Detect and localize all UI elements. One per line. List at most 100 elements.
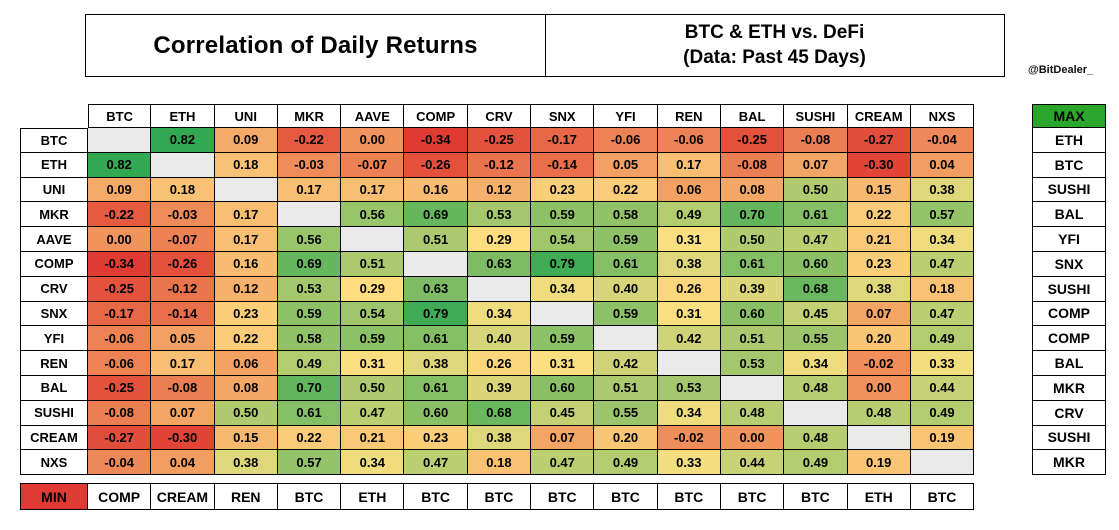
- min-cell-comp: BTC: [404, 483, 468, 510]
- matrix-cell-cream-comp: 0.23: [404, 425, 468, 451]
- col-header-aave: AAVE: [341, 104, 405, 128]
- min-cell-crv: BTC: [467, 483, 532, 510]
- subtitle-line2: (Data: Past 45 Days): [683, 46, 866, 68]
- row-header-aave: AAVE: [20, 227, 88, 252]
- matrix-cell-sushi-bal: 0.48: [720, 400, 785, 426]
- diagonal-cell: [847, 425, 911, 451]
- diagonal-cell: [277, 202, 342, 228]
- matrix-cell-bal-crv: 0.39: [467, 375, 532, 401]
- attribution: @BitDealer_: [1028, 64, 1094, 76]
- matrix-cell-yfi-nxs: 0.49: [910, 326, 975, 352]
- matrix-cell-eth-ren: 0.17: [657, 152, 721, 178]
- matrix-cell-ren-aave: 0.31: [341, 351, 405, 376]
- diagonal-cell: [720, 375, 785, 401]
- matrix-cell-sushi-cream: 0.48: [847, 400, 911, 426]
- matrix-cell-bal-nxs: 0.44: [910, 375, 975, 401]
- max-cell-nxs: MKR: [1032, 450, 1106, 476]
- matrix-cell-ren-crv: 0.26: [467, 351, 532, 376]
- matrix-cell-eth-mkr: -0.03: [277, 152, 342, 178]
- matrix-cell-yfi-aave: 0.59: [341, 326, 405, 352]
- matrix-cell-crv-btc: -0.25: [88, 276, 152, 302]
- matrix-cell-uni-bal: 0.08: [720, 177, 785, 203]
- diagonal-cell: [151, 152, 215, 178]
- subtitle-line1: BTC & ETH vs. DeFi: [684, 21, 865, 43]
- col-header-nxs: NXS: [910, 104, 975, 128]
- min-cell-cream: ETH: [847, 483, 911, 510]
- matrix-cell-mkr-sushi: 0.61: [784, 202, 848, 228]
- matrix-cell-comp-ren: 0.38: [657, 251, 721, 277]
- matrix-cell-yfi-uni: 0.22: [214, 326, 278, 352]
- matrix-cell-sushi-ren: 0.34: [657, 400, 721, 426]
- matrix-cell-crv-uni: 0.12: [214, 276, 278, 302]
- matrix-cell-crv-ren: 0.26: [657, 276, 721, 302]
- matrix-cell-nxs-cream: 0.19: [847, 450, 911, 476]
- matrix-cell-snx-btc: -0.17: [88, 301, 152, 327]
- col-header-bal: BAL: [720, 104, 785, 128]
- matrix-cell-btc-eth: 0.82: [151, 128, 215, 153]
- matrix-cell-cream-sushi: 0.48: [784, 425, 848, 451]
- row-header-mkr: MKR: [20, 202, 88, 228]
- matrix-cell-eth-comp: -0.26: [404, 152, 468, 178]
- matrix-cell-yfi-mkr: 0.58: [277, 326, 342, 352]
- matrix-cell-btc-sushi: -0.08: [784, 128, 848, 153]
- matrix-cell-eth-snx: -0.14: [531, 152, 595, 178]
- matrix-cell-nxs-yfi: 0.49: [594, 450, 658, 476]
- matrix-cell-cream-eth: -0.30: [151, 425, 215, 451]
- matrix-cell-crv-bal: 0.39: [720, 276, 785, 302]
- matrix-cell-mkr-ren: 0.49: [657, 202, 721, 228]
- matrix-cell-aave-uni: 0.17: [214, 227, 278, 252]
- matrix-cell-btc-nxs: -0.04: [910, 128, 975, 153]
- matrix-cell-nxs-snx: 0.47: [531, 450, 595, 476]
- matrix-cell-eth-crv: -0.12: [467, 152, 532, 178]
- matrix-cell-mkr-snx: 0.59: [531, 202, 595, 228]
- matrix-cell-cream-ren: -0.02: [657, 425, 721, 451]
- matrix-cell-bal-sushi: 0.48: [784, 375, 848, 401]
- matrix-cell-btc-comp: -0.34: [404, 128, 468, 153]
- matrix-cell-comp-mkr: 0.69: [277, 251, 342, 277]
- matrix-cell-sushi-comp: 0.60: [404, 400, 468, 426]
- matrix-cell-cream-yfi: 0.20: [594, 425, 658, 451]
- diagonal-cell: [784, 400, 848, 426]
- matrix-cell-snx-yfi: 0.59: [594, 301, 658, 327]
- matrix-cell-eth-cream: -0.30: [847, 152, 911, 178]
- matrix-cell-ren-yfi: 0.42: [594, 351, 658, 376]
- min-cell-mkr: BTC: [277, 483, 342, 510]
- matrix-cell-yfi-ren: 0.42: [657, 326, 721, 352]
- matrix-cell-comp-btc: -0.34: [88, 251, 152, 277]
- matrix-cell-crv-sushi: 0.68: [784, 276, 848, 302]
- matrix-cell-ren-cream: -0.02: [847, 351, 911, 376]
- matrix-cell-uni-comp: 0.16: [404, 177, 468, 203]
- subtitle-box: BTC & ETH vs. DeFi (Data: Past 45 Days): [544, 14, 1005, 77]
- matrix-cell-cream-bal: 0.00: [720, 425, 785, 451]
- matrix-cell-uni-eth: 0.18: [151, 177, 215, 203]
- matrix-cell-nxs-btc: -0.04: [88, 450, 152, 476]
- max-cell-yfi: COMP: [1032, 326, 1106, 352]
- matrix-cell-uni-yfi: 0.22: [594, 177, 658, 203]
- diagonal-cell: [404, 251, 468, 277]
- matrix-cell-yfi-comp: 0.61: [404, 326, 468, 352]
- max-cell-sushi: CRV: [1032, 400, 1106, 426]
- matrix-cell-mkr-crv: 0.53: [467, 202, 532, 228]
- matrix-cell-aave-snx: 0.54: [531, 227, 595, 252]
- matrix-cell-uni-ren: 0.06: [657, 177, 721, 203]
- matrix-cell-comp-nxs: 0.47: [910, 251, 975, 277]
- diagonal-cell: [531, 301, 595, 327]
- matrix-cell-uni-btc: 0.09: [88, 177, 152, 203]
- matrix-cell-ren-eth: 0.17: [151, 351, 215, 376]
- matrix-cell-crv-comp: 0.63: [404, 276, 468, 302]
- min-cell-eth: CREAM: [151, 483, 215, 510]
- matrix-cell-comp-eth: -0.26: [151, 251, 215, 277]
- min-cell-ren: BTC: [657, 483, 721, 510]
- max-cell-btc: ETH: [1032, 128, 1106, 153]
- matrix-cell-mkr-yfi: 0.58: [594, 202, 658, 228]
- max-cell-comp: SNX: [1032, 251, 1106, 277]
- matrix-cell-btc-crv: -0.25: [467, 128, 532, 153]
- matrix-cell-mkr-aave: 0.56: [341, 202, 405, 228]
- matrix-cell-mkr-uni: 0.17: [214, 202, 278, 228]
- max-cell-cream: SUSHI: [1032, 425, 1106, 451]
- row-header-btc: BTC: [20, 128, 88, 153]
- matrix-cell-comp-cream: 0.23: [847, 251, 911, 277]
- row-header-eth: ETH: [20, 152, 88, 178]
- min-cell-bal: BTC: [720, 483, 785, 510]
- col-header-crv: CRV: [467, 104, 532, 128]
